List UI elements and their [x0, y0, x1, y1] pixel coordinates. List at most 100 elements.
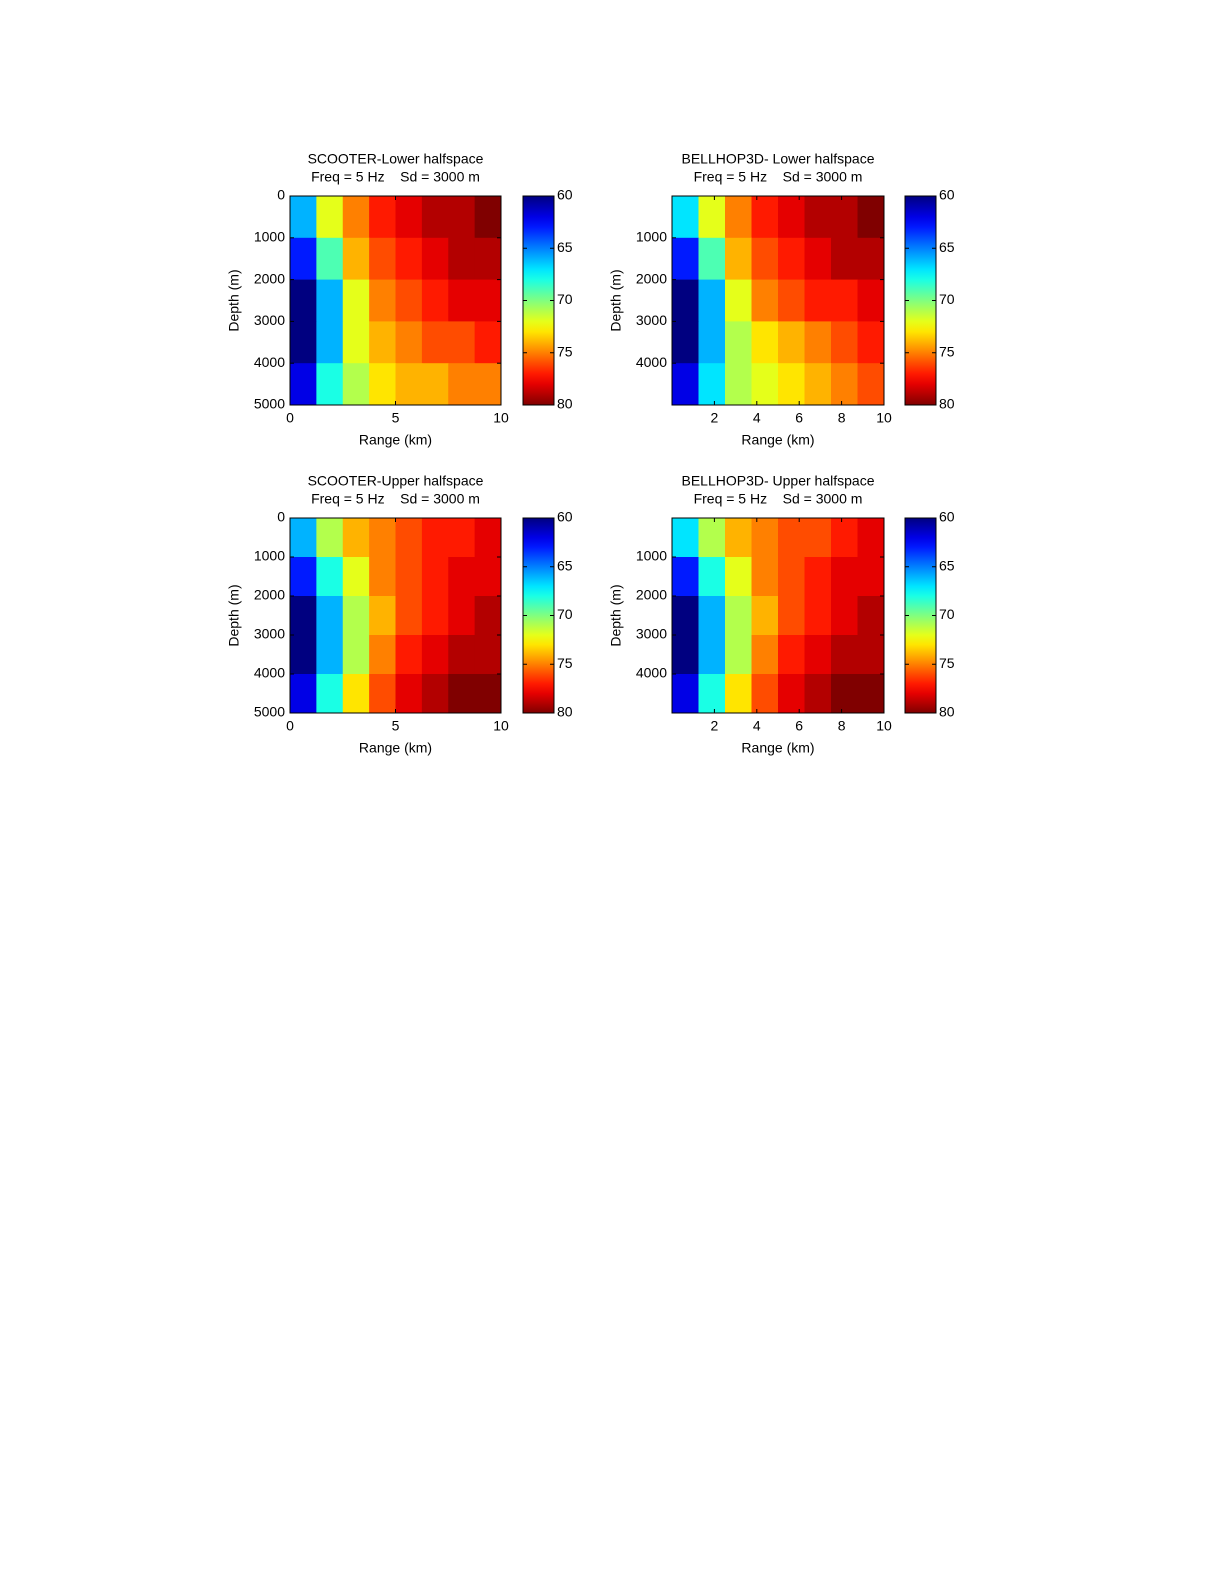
heat-cell — [421, 196, 449, 239]
heat-cell — [421, 237, 449, 281]
colorbar-tick-label: 60 — [939, 509, 955, 525]
heat-cell — [831, 363, 858, 406]
heat-cell — [698, 196, 726, 239]
y-axis-label: Depth (m) — [226, 584, 242, 646]
heat-cell — [672, 321, 699, 364]
heat-cell — [672, 237, 699, 281]
chart-title: BELLHOP3D- Upper halfspace — [682, 473, 875, 489]
y-tick-label: 5000 — [254, 704, 285, 720]
heat-cell — [672, 518, 699, 558]
heat-cell — [290, 363, 317, 406]
heat-cell — [831, 321, 858, 364]
heat-cell — [474, 196, 502, 239]
heat-cell — [395, 237, 423, 281]
heat-cell — [395, 518, 423, 558]
x-tick-label: 10 — [493, 410, 509, 426]
heat-cell — [778, 635, 805, 675]
heat-cell — [672, 674, 699, 714]
y-tick-label: 4000 — [254, 354, 285, 370]
heat-cell — [751, 321, 779, 364]
y-tick-label: 2000 — [636, 587, 667, 603]
heat-cell — [448, 237, 476, 281]
heat-cell — [725, 518, 752, 558]
heat-cell — [831, 557, 858, 597]
heat-cell — [725, 237, 752, 281]
heat-cell — [316, 196, 344, 239]
heat-cell — [831, 674, 858, 714]
colorbar-tick-label: 70 — [557, 291, 573, 307]
heat-cell — [421, 557, 449, 597]
heat-cell — [290, 518, 317, 558]
heat-cell — [831, 279, 858, 322]
heat-cell — [804, 237, 832, 281]
heat-cell — [342, 557, 370, 597]
x-tick-label: 5 — [392, 410, 400, 426]
heat-cell — [290, 635, 317, 675]
x-axis-label: Range (km) — [359, 740, 432, 756]
x-tick-label: 10 — [876, 718, 892, 734]
heat-cell — [672, 635, 699, 675]
heat-cell — [369, 596, 396, 636]
heat-cell — [448, 596, 476, 636]
heat-cell — [316, 363, 344, 406]
x-tick-label: 4 — [753, 410, 761, 426]
heat-cell — [725, 279, 752, 322]
heat-cell — [778, 596, 805, 636]
heat-cell — [751, 363, 779, 406]
colorbar-tick-label: 80 — [557, 396, 573, 412]
heat-cell — [448, 363, 476, 406]
y-tick-label: 4000 — [636, 354, 667, 370]
heat-cell — [290, 557, 317, 597]
y-tick-label: 4000 — [254, 665, 285, 681]
colorbar — [523, 196, 554, 405]
colorbar-tick-label: 75 — [939, 655, 955, 671]
heat-cell — [474, 557, 502, 597]
heat-cell — [448, 196, 476, 239]
heat-cell — [804, 363, 832, 406]
heat-cell — [857, 196, 885, 239]
heat-cell — [421, 635, 449, 675]
chart-title: BELLHOP3D- Lower halfspace — [682, 151, 875, 167]
heat-cell — [474, 237, 502, 281]
heat-cell — [474, 321, 502, 364]
heat-cell — [369, 635, 396, 675]
y-tick-label: 1000 — [636, 229, 667, 245]
heat-cell — [395, 635, 423, 675]
colorbar-tick-label: 65 — [939, 239, 955, 255]
heat-cell — [698, 237, 726, 281]
y-tick-label: 2000 — [254, 270, 285, 286]
heat-cell — [672, 363, 699, 406]
x-tick-label: 2 — [711, 718, 719, 734]
heat-cell — [698, 321, 726, 364]
heat-cell — [804, 196, 832, 239]
x-tick-label: 6 — [795, 718, 803, 734]
heat-cell — [369, 363, 396, 406]
heat-cell — [778, 518, 805, 558]
heat-cell — [448, 557, 476, 597]
colorbar-tick-label: 60 — [557, 187, 573, 203]
colorbar-tick-label: 80 — [939, 704, 955, 720]
heat-cell — [342, 196, 370, 239]
heat-cell — [672, 596, 699, 636]
heat-cell — [342, 279, 370, 322]
x-tick-label: 8 — [838, 718, 846, 734]
heat-cell — [725, 635, 752, 675]
x-tick-label: 10 — [876, 410, 892, 426]
heat-cell — [421, 363, 449, 406]
heat-cell — [778, 196, 805, 239]
heat-cell — [421, 596, 449, 636]
heat-cell — [751, 674, 779, 714]
heat-cell — [290, 196, 317, 239]
heat-cell — [831, 196, 858, 239]
heat-cell — [857, 237, 885, 281]
heat-cell — [448, 321, 476, 364]
heat-cell — [831, 518, 858, 558]
heat-cell — [698, 557, 726, 597]
heat-cell — [448, 674, 476, 714]
x-tick-label: 0 — [286, 410, 294, 426]
heat-cell — [831, 635, 858, 675]
colorbar-tick-label: 75 — [939, 343, 955, 359]
y-tick-label: 3000 — [636, 626, 667, 642]
chart-title: SCOOTER-Upper halfspace — [308, 473, 484, 489]
heat-cell — [725, 596, 752, 636]
